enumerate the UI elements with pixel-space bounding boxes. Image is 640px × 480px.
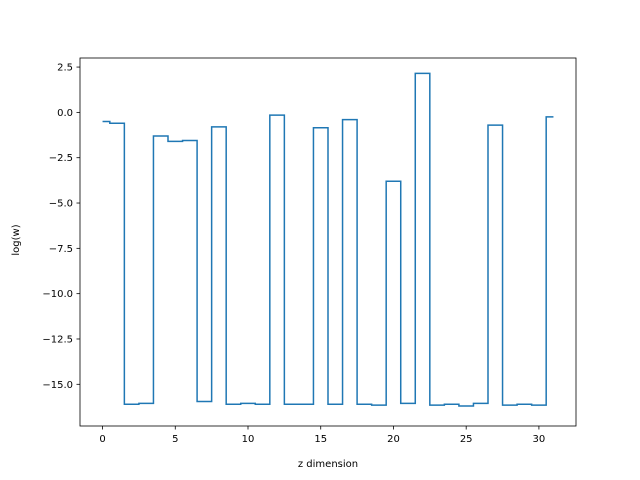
series-line-0 bbox=[102, 72, 554, 407]
x-tick-label: 25 bbox=[460, 434, 473, 445]
x-tick-label: 5 bbox=[172, 434, 178, 445]
x-axis-ticks: 0 5 10 15 20 25 30 bbox=[99, 426, 545, 445]
y-tick-label: 0.0 bbox=[57, 108, 73, 119]
y-axis-label: log(w) bbox=[11, 224, 22, 255]
x-tick-label: 10 bbox=[242, 434, 255, 445]
y-tick-label: −7.5 bbox=[49, 244, 73, 255]
axes-spines bbox=[79, 57, 577, 427]
x-axis-label: z dimension bbox=[298, 459, 358, 470]
x-tick-label: 30 bbox=[533, 434, 546, 445]
x-tick-label: 20 bbox=[387, 434, 400, 445]
y-tick-label: 2.5 bbox=[57, 63, 73, 74]
series-layer bbox=[102, 72, 554, 407]
y-axis-ticks: 2.5 0.0 −2.5 −5.0 −7.5 −10.0 −12.5 −15.0 bbox=[42, 63, 80, 391]
y-tick-label: −12.5 bbox=[42, 334, 73, 345]
y-tick-label: −5.0 bbox=[49, 199, 73, 210]
x-tick-label: 0 bbox=[99, 434, 105, 445]
y-tick-label: −2.5 bbox=[49, 153, 73, 164]
y-tick-label: −10.0 bbox=[42, 289, 73, 300]
axes-frame bbox=[79, 57, 577, 427]
x-tick-label: 15 bbox=[314, 434, 327, 445]
y-tick-label: −15.0 bbox=[42, 380, 73, 391]
